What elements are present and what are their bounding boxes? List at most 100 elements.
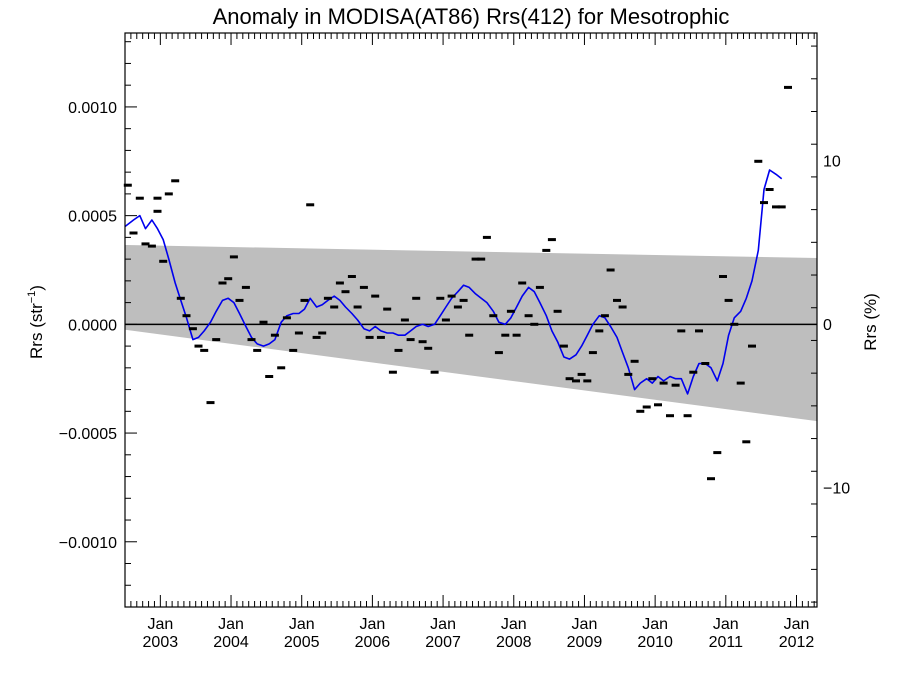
monthly-point [648,377,657,381]
monthly-point [695,329,703,333]
monthly-point [270,333,279,337]
monthly-point [171,179,180,183]
monthly-point [135,196,144,200]
monthly-point [235,298,244,302]
monthly-point [259,320,268,324]
monthly-point [559,344,568,348]
monthly-point [606,268,615,272]
monthly-point [277,366,286,370]
y-axis-label-superscript: −1 [26,291,38,304]
monthly-point [506,309,515,313]
monthly-point [371,294,380,298]
monthly-point [730,322,739,326]
monthly-point [188,327,197,331]
monthly-point [512,333,521,337]
monthly-point [265,375,274,378]
ticks-layer: 0.0010 0.0005 0.0000 −0.0005 −0.0010 10 0 −10 Ja… [59,33,850,651]
monthly-point [654,403,662,407]
monthly-point [282,316,291,320]
monthly-point [159,259,168,263]
y-axis-label-right: Rrs (%) [861,293,880,351]
monthly-point [477,257,486,261]
y-tick-label: −0.0005 [59,426,117,443]
monthly-point [218,281,227,285]
y2-tick-label: −10 [823,481,850,498]
monthly-point [683,414,692,418]
monthly-point [542,248,551,252]
monthly-point [760,201,768,205]
uncertainty-band-layer [125,244,817,422]
x-tick-label-month: Jan [713,616,739,633]
monthly-point [424,346,433,350]
monthly-point [595,329,604,333]
uncertainty-band [125,244,817,422]
monthly-point [465,333,474,337]
monthly-point [535,285,544,289]
monthly-point [147,244,156,248]
monthly-point [719,275,727,278]
x-tick-label-month: Jan [784,616,810,633]
x-tick-label-year: 2010 [637,634,673,651]
monthly-point [365,335,374,339]
monthly-point [164,192,173,196]
monthly-point [613,298,621,302]
monthly-point [129,231,138,235]
monthly-point [666,414,674,418]
monthly-point [206,401,215,405]
monthly-point [253,348,262,352]
monthly-point [588,351,597,355]
monthly-point [724,298,733,302]
monthly-point [618,305,627,309]
monthly-point [353,305,362,309]
y-axis-label-close: ) [27,285,46,291]
monthly-point [671,383,680,387]
monthly-point [459,298,468,302]
monthly-point [153,209,162,213]
monthly-point [624,372,633,376]
monthly-point [748,344,756,348]
monthly-point [406,338,415,342]
monthly-point [376,335,385,339]
x-tick-label-year: 2009 [567,634,603,651]
monthly-point [176,296,185,300]
monthly-point [742,440,751,444]
monthly-point [412,296,421,300]
monthly-point [229,255,238,259]
monthly-point [600,314,609,318]
monthly-point [436,296,445,300]
x-tick-label-year: 2006 [355,634,391,651]
monthly-point [300,298,309,302]
plot-frame-layer [124,32,818,608]
monthly-point [418,340,427,344]
monthly-point [335,281,344,285]
monthly-point [784,85,792,89]
y2-tick-label: 0 [823,317,832,334]
x-tick-label-year: 2004 [213,634,249,651]
chart-title: Anomaly in MODISA(AT86) Rrs(412) for Mes… [213,4,730,29]
monthly-point [471,257,480,261]
monthly-point [441,318,450,322]
monthly-point [765,188,774,191]
x-tick-label-year: 2007 [425,634,461,651]
x-tick-label-month: Jan [218,616,244,633]
monthly-point [330,305,339,309]
monthly-point [736,381,745,385]
x-tick-label-month: Jan [147,616,173,633]
x-tick-label-year: 2005 [284,634,320,651]
monthly-points-layer [123,85,792,481]
monthly-point [565,377,574,381]
y-tick-label: 0.0000 [68,317,117,334]
monthly-point [306,203,315,207]
x-tick-label-year: 2008 [496,634,532,651]
monthly-point [501,333,510,337]
x-tick-label-year: 2012 [779,634,815,651]
monthly-point [777,205,786,209]
monthly-point [630,359,639,363]
monthly-point [318,331,327,335]
monthly-point [323,296,332,300]
monthly-point [294,331,303,335]
monthly-point [247,338,256,342]
y-tick-label: −0.0010 [59,535,117,552]
